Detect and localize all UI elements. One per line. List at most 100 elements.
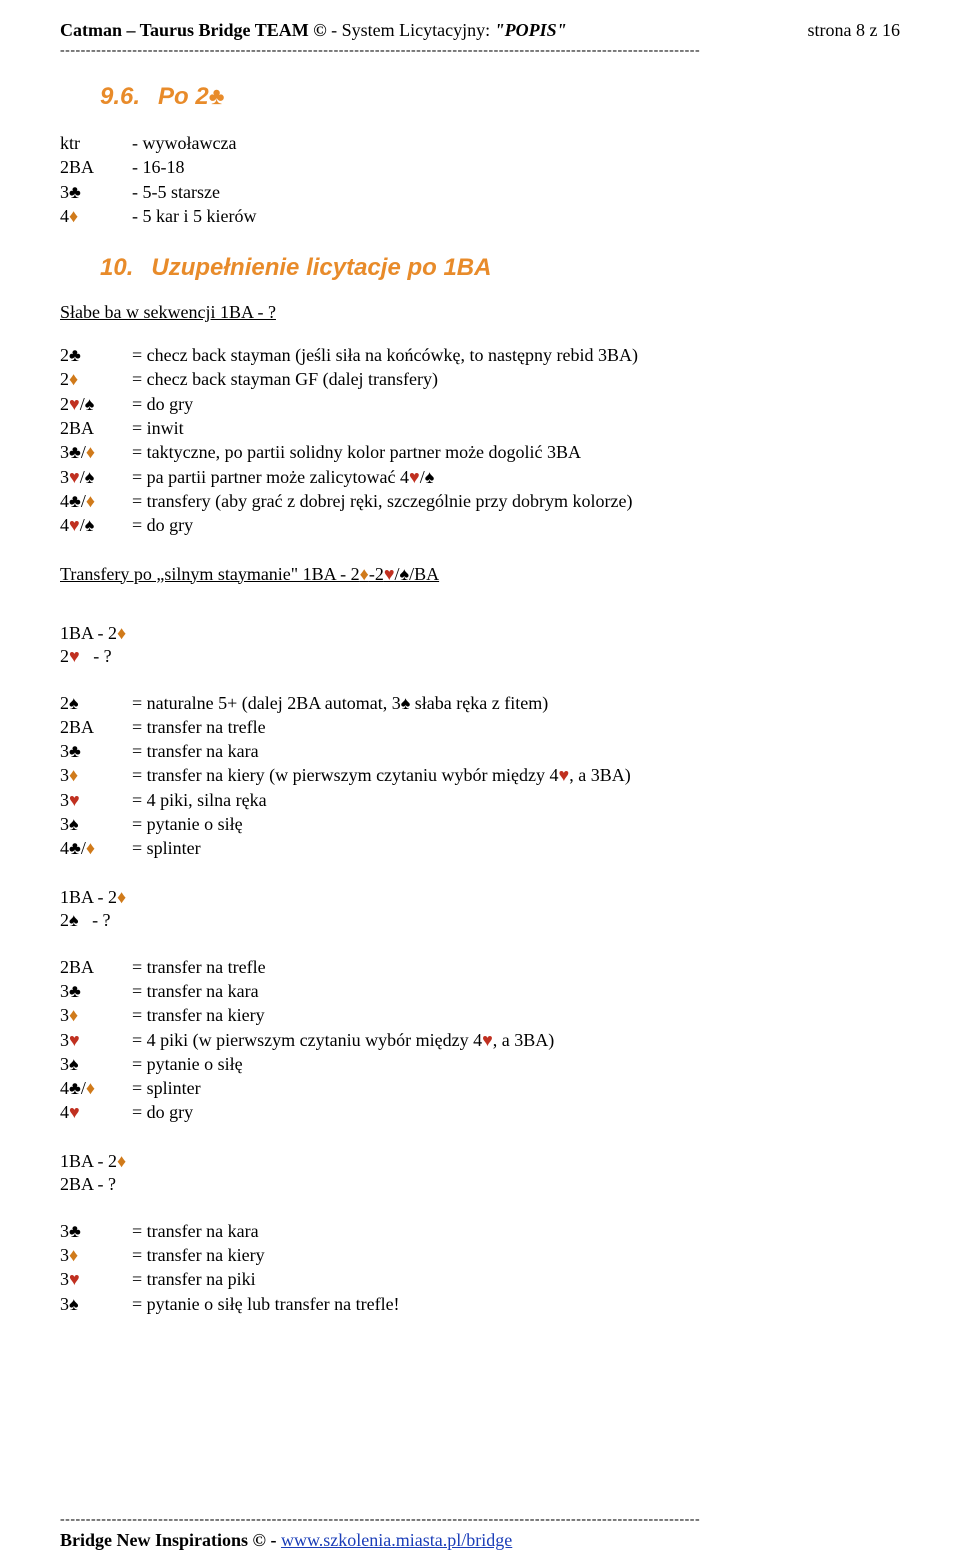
definition-row: 2BA= transfer na trefle — [60, 955, 900, 979]
desc-cell: - 5 kar i 5 kierów — [132, 204, 900, 228]
desc-cell: = 4 piki, silna ręka — [132, 788, 900, 812]
section-heading-9-6: 9.6.Po 2♣ — [100, 83, 900, 111]
bid-cell: 4♣/♦ — [60, 489, 132, 513]
definition-row: 4♥/♠= do gry — [60, 513, 900, 537]
definition-row: 3♥= 4 piki, silna ręka — [60, 788, 900, 812]
sequence-b-line2: 2♠ - ? — [60, 910, 900, 931]
desc-cell: = do gry — [132, 1100, 900, 1124]
desc-cell: = transfer na kara — [132, 739, 900, 763]
bid-cell: 3♣ — [60, 979, 132, 1003]
bid-cell: 2BA — [60, 715, 132, 739]
desc-cell: = pytanie o siłę — [132, 1052, 900, 1076]
definition-row: 2♥/♠= do gry — [60, 392, 900, 416]
desc-cell: - 5-5 starsze — [132, 180, 900, 204]
definition-row: 4♣/♦= transfery (aby grać z dobrej ręki,… — [60, 489, 900, 513]
page-number: strona 8 z 16 — [808, 20, 900, 41]
definition-row: 3♥/♠= pa partii partner może zalicytować… — [60, 465, 900, 489]
desc-cell: = checz back stayman (jeśli siła na końc… — [132, 343, 900, 367]
desc-cell: = transfer na kiery — [132, 1243, 900, 1267]
desc-cell: = do gry — [132, 513, 900, 537]
bid-cell: 3♣ — [60, 739, 132, 763]
definition-row: ktr- wywoławcza — [60, 131, 900, 155]
definition-row: 3♣= transfer na kara — [60, 739, 900, 763]
bid-cell: 3♦ — [60, 1243, 132, 1267]
bid-cell: 3♠ — [60, 1292, 132, 1316]
desc-cell: = transfery (aby grać z dobrej ręki, szc… — [132, 489, 900, 513]
definition-row: 4♣/♦= splinter — [60, 1076, 900, 1100]
definition-row: 3♥= 4 piki (w pierwszym czytaniu wybór m… — [60, 1028, 900, 1052]
definition-row: 3♠= pytanie o siłę — [60, 812, 900, 836]
bid-cell: 2♥/♠ — [60, 392, 132, 416]
desc-cell: = transfer na piki — [132, 1267, 900, 1291]
desc-cell: = pytanie o siłę — [132, 812, 900, 836]
desc-cell: = transfer na kara — [132, 1219, 900, 1243]
footer-divider: ----------------------------------------… — [60, 1512, 900, 1528]
bid-cell: 4♣/♦ — [60, 836, 132, 860]
definitions-9-6: ktr- wywoławcza2BA- 16-183♣- 5-5 starsze… — [60, 131, 900, 228]
section-heading-10: 10.Uzupełnienie licytacje po 1BA — [100, 254, 900, 282]
page-header-left: Catman – Taurus Bridge TEAM © - System L… — [60, 20, 567, 41]
definition-row: 3♥= transfer na piki — [60, 1267, 900, 1291]
desc-cell: = splinter — [132, 836, 900, 860]
bid-cell: 3♣/♦ — [60, 440, 132, 464]
definition-row: 3♦= transfer na kiery — [60, 1003, 900, 1027]
definition-row: 3♠= pytanie o siłę — [60, 1052, 900, 1076]
bid-cell: 3♠ — [60, 812, 132, 836]
definition-row: 2♠= naturalne 5+ (dalej 2BA automat, 3♠ … — [60, 691, 900, 715]
bid-cell: 3♥ — [60, 1028, 132, 1052]
bid-cell: 3♠ — [60, 1052, 132, 1076]
bid-cell: 2BA — [60, 416, 132, 440]
bid-cell: 2BA — [60, 955, 132, 979]
sequence-c-line1: 1BA - 2♦ — [60, 1151, 900, 1172]
sequence-b-line1: 1BA - 2♦ — [60, 887, 900, 908]
definition-row: 2BA- 16-18 — [60, 155, 900, 179]
definition-row: 2BA= inwit — [60, 416, 900, 440]
desc-cell: = do gry — [132, 392, 900, 416]
desc-cell: = pa partii partner może zalicytować 4♥/… — [132, 465, 900, 489]
page-footer: ----------------------------------------… — [60, 1512, 900, 1551]
desc-cell: = inwit — [132, 416, 900, 440]
desc-cell: = transfer na kiery (w pierwszym czytani… — [132, 763, 900, 787]
desc-cell: - wywoławcza — [132, 131, 900, 155]
section-10-intro: Słabe ba w sekwencji 1BA - ? — [60, 302, 900, 323]
bid-cell: 3♣ — [60, 1219, 132, 1243]
definitions-10a: 2♣= checz back stayman (jeśli siła na ko… — [60, 343, 900, 537]
bid-cell: 4♦ — [60, 204, 132, 228]
definitions-10d: 3♣= transfer na kara3♦= transfer na kier… — [60, 1219, 900, 1316]
definition-row: 3♦= transfer na kiery — [60, 1243, 900, 1267]
sequence-a-line2: 2♥ - ? — [60, 646, 900, 667]
definition-row: 2♣= checz back stayman (jeśli siła na ko… — [60, 343, 900, 367]
bid-cell: 4♥/♠ — [60, 513, 132, 537]
section-10-sub: Transfery po „silnym staymanie" 1BA - 2♦… — [60, 564, 900, 585]
bid-cell: 4♥ — [60, 1100, 132, 1124]
definitions-10c: 2BA= transfer na trefle3♣= transfer na k… — [60, 955, 900, 1125]
desc-cell: = transfer na trefle — [132, 955, 900, 979]
definition-row: 2♦= checz back stayman GF (dalej transfe… — [60, 367, 900, 391]
header-divider: ----------------------------------------… — [60, 43, 900, 59]
desc-cell: = transfer na kiery — [132, 1003, 900, 1027]
definition-row: 3♣- 5-5 starsze — [60, 180, 900, 204]
desc-cell: = pytanie o siłę lub transfer na trefle! — [132, 1292, 900, 1316]
bid-cell: 3♣ — [60, 180, 132, 204]
desc-cell: = naturalne 5+ (dalej 2BA automat, 3♠ sł… — [132, 691, 900, 715]
bid-cell: 3♥ — [60, 788, 132, 812]
desc-cell: = checz back stayman GF (dalej transfery… — [132, 367, 900, 391]
bid-cell: 2♠ — [60, 691, 132, 715]
definition-row: 4♥= do gry — [60, 1100, 900, 1124]
bid-cell: 3♦ — [60, 763, 132, 787]
definition-row: 4♦- 5 kar i 5 kierów — [60, 204, 900, 228]
sequence-a-line1: 1BA - 2♦ — [60, 623, 900, 644]
desc-cell: = 4 piki (w pierwszym czytaniu wybór mię… — [132, 1028, 900, 1052]
desc-cell: = transfer na kara — [132, 979, 900, 1003]
bid-cell: 2BA — [60, 155, 132, 179]
footer-link[interactable]: www.szkolenia.miasta.pl/bridge — [281, 1530, 512, 1550]
bid-cell: 3♦ — [60, 1003, 132, 1027]
bid-cell: 4♣/♦ — [60, 1076, 132, 1100]
bid-cell: 3♥/♠ — [60, 465, 132, 489]
bid-cell: 2♣ — [60, 343, 132, 367]
bid-cell: 3♥ — [60, 1267, 132, 1291]
definition-row: 3♦= transfer na kiery (w pierwszym czyta… — [60, 763, 900, 787]
desc-cell: = transfer na trefle — [132, 715, 900, 739]
definitions-10b: 2♠= naturalne 5+ (dalej 2BA automat, 3♠ … — [60, 691, 900, 861]
definition-row: 3♠= pytanie o siłę lub transfer na trefl… — [60, 1292, 900, 1316]
